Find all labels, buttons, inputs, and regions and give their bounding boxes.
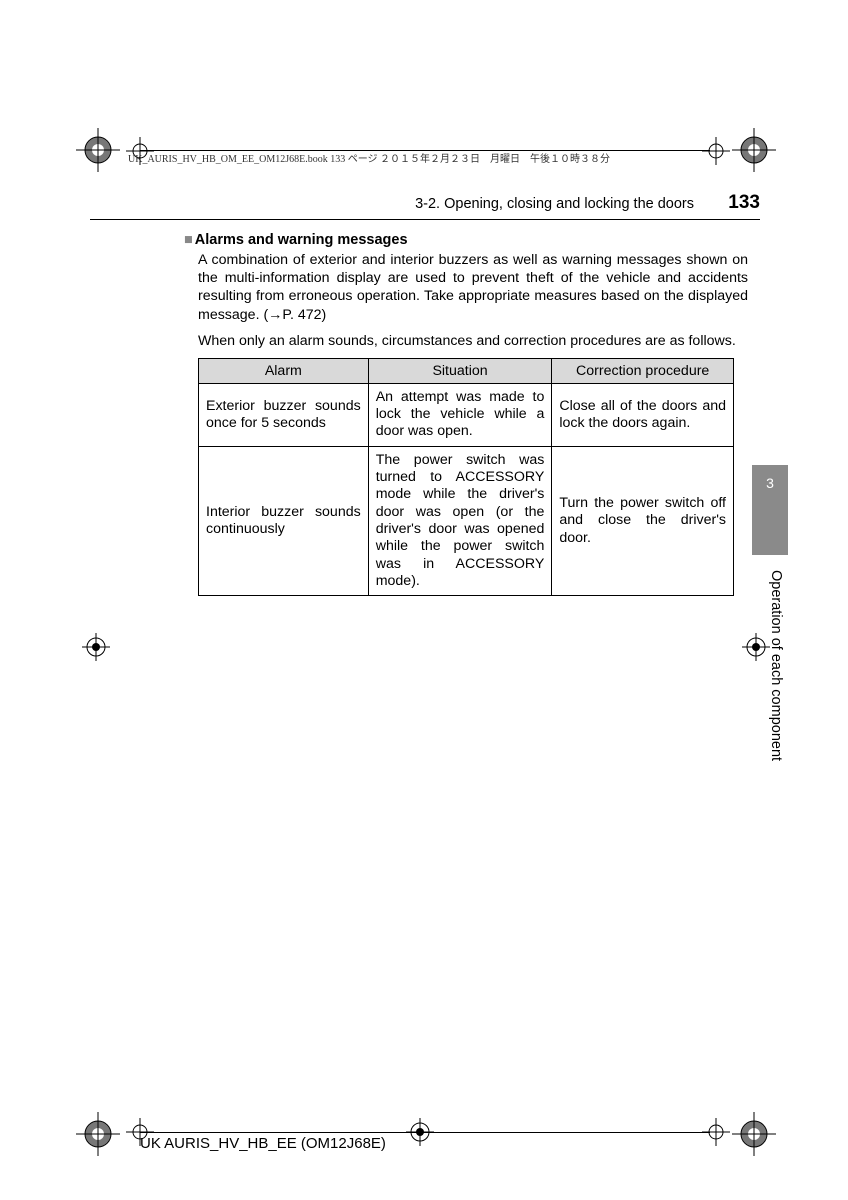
cell-alarm: Interior buzzer sounds continuously	[199, 446, 369, 596]
subsection-title-text: Alarms and warning messages	[195, 232, 408, 248]
footer-text: UK AURIS_HV_HB_EE (OM12J68E)	[140, 1135, 386, 1152]
table-row: Interior buzzer sounds continuously The …	[199, 446, 734, 596]
reg-mark-mr	[742, 633, 770, 661]
section-header: 3-2. Opening, closing and locking the do…	[140, 196, 760, 212]
th-situation: Situation	[368, 358, 552, 383]
table-header-row: Alarm Situation Correction procedure	[199, 358, 734, 383]
cell-correction: Turn the power switch off and close the …	[552, 446, 734, 596]
cell-situation: An attempt was made to lock the vehicle …	[368, 383, 552, 446]
th-correction: Correction procedure	[552, 358, 734, 383]
crop-mark-br	[732, 1112, 776, 1156]
crop-line-bottom	[140, 1132, 710, 1133]
book-header-line: UK_AURIS_HV_HB_OM_EE_OM12J68E.book 133 ペ…	[128, 150, 750, 165]
crop-mark-tl	[76, 128, 120, 172]
chapter-tab: 3	[752, 465, 788, 555]
alarm-table: Alarm Situation Correction procedure Ext…	[198, 358, 734, 596]
cell-alarm: Exterior buzzer sounds once for 5 second…	[199, 383, 369, 446]
cell-correction: Close all of the doors and lock the door…	[552, 383, 734, 446]
cell-situation: The power switch was turned to ACCESSORY…	[368, 446, 552, 596]
reg-mark-ml	[82, 633, 110, 661]
section-title: 3-2. Opening, closing and locking the do…	[140, 196, 760, 212]
header-rule	[90, 219, 760, 220]
table-row: Exterior buzzer sounds once for 5 second…	[199, 383, 734, 446]
page-number: 133	[728, 192, 760, 214]
book-header-text: UK_AURIS_HV_HB_OM_EE_OM12J68E.book 133 ペ…	[128, 154, 610, 165]
th-alarm: Alarm	[199, 358, 369, 383]
chapter-tab-number: 3	[766, 475, 774, 491]
paragraph-1: A combination of exterior and interior b…	[198, 251, 748, 324]
chapter-side-text: Operation of each component	[768, 570, 784, 761]
crop-mark-bl	[76, 1112, 120, 1156]
bullet-marker: ■	[184, 232, 193, 248]
subsection-title: ■Alarms and warning messages	[184, 232, 748, 248]
paragraph-2: When only an alarm sounds, circumstances…	[198, 332, 748, 350]
content-area: ■Alarms and warning messages A combinati…	[184, 232, 748, 596]
